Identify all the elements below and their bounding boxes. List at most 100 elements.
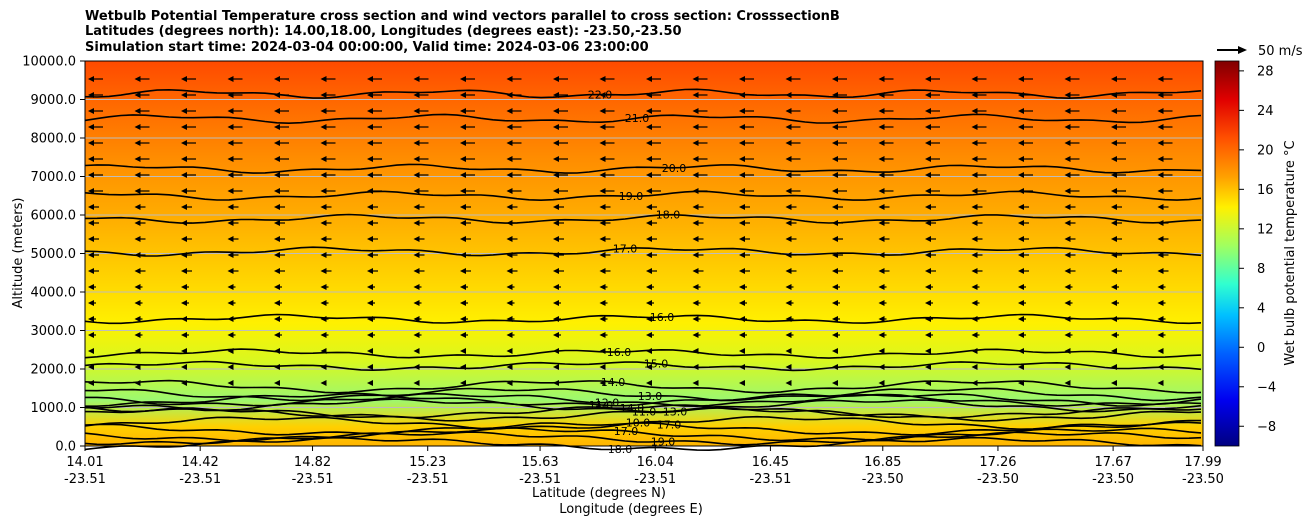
wind-vector-head (320, 300, 327, 306)
wind-vector-head (878, 316, 885, 322)
contour-label: 18.0 (608, 443, 633, 456)
wind-vector-head (506, 316, 513, 322)
wind-vector-head (320, 316, 327, 322)
wind-vector-head (1111, 300, 1117, 306)
wind-vector-head (785, 76, 792, 82)
wind-vector-head (413, 316, 420, 322)
x-tick-label-lat: 16.04 (637, 455, 674, 470)
wind-vector-head (1018, 172, 1024, 178)
wind-vector-head (227, 236, 234, 242)
wind-vector-head (181, 284, 187, 290)
wind-vector-head (553, 108, 559, 114)
wind-vector-head (1064, 300, 1071, 306)
y-tick-label: 8000.0 (31, 132, 77, 147)
wind-vector-head (785, 172, 792, 178)
wind-vector-head (134, 300, 141, 306)
wind-vector-head (88, 124, 94, 130)
wind-vector-head (274, 364, 280, 370)
wind-vector-head (739, 268, 745, 274)
wind-vector-head (925, 124, 931, 130)
wind-vector-head (367, 284, 373, 290)
wind-vector-head (925, 380, 931, 386)
wind-vector-head (1157, 220, 1164, 226)
wind-vector-head (460, 108, 466, 114)
wind-vector-head (320, 236, 327, 242)
wind-vector-head (785, 108, 792, 114)
wind-vector-head (320, 188, 327, 194)
x-tick-label-lat: 14.82 (294, 455, 331, 470)
wind-vector-head (367, 76, 373, 82)
wind-vector-head (413, 348, 420, 354)
contour-label: 10.0 (626, 417, 651, 430)
wind-vector-head (832, 204, 838, 210)
wind-vector-head (227, 220, 234, 226)
wind-vector-head (553, 332, 559, 338)
wind-vector-head (88, 156, 94, 162)
wind-vector-head (88, 188, 94, 194)
contour-line (84, 431, 1202, 446)
wind-vector-head (739, 364, 745, 370)
wind-vector-head (134, 364, 141, 370)
wind-vector-head (460, 316, 466, 322)
wind-vector-head (878, 92, 885, 98)
y-tick-label: 6000.0 (31, 209, 77, 224)
wind-vector-head (367, 172, 373, 178)
contour-label: 17.0 (614, 425, 639, 438)
wind-vector-head (227, 332, 234, 338)
wind-vector-head (785, 332, 792, 338)
x-tick-label-lon: -23.51 (749, 472, 791, 487)
wind-vector-head (1018, 284, 1024, 290)
wind-vector-head (739, 108, 745, 114)
wind-vector-head (878, 172, 885, 178)
wind-vector-head (413, 124, 420, 130)
wind-vector-head (274, 220, 280, 226)
wind-vector-head (646, 188, 652, 194)
wind-vector-head (88, 268, 94, 274)
wind-vector-head (274, 252, 280, 258)
wind-vector-head (646, 236, 652, 242)
x-tick-label-lon: -23.51 (519, 472, 561, 487)
wind-vector-head (227, 252, 234, 258)
wind-vector-head (1018, 252, 1024, 258)
wind-vector-head (367, 252, 373, 258)
wind-vector-head (274, 76, 280, 82)
wind-vector-head (367, 188, 373, 194)
wind-vector-head (971, 76, 978, 82)
wind-vector-head (832, 76, 838, 82)
wind-vector-head (413, 172, 420, 178)
wind-vector-head (692, 108, 699, 114)
x-tick-label-lon: -23.51 (292, 472, 334, 487)
wind-vector-head (181, 92, 187, 98)
wind-vector-head (181, 204, 187, 210)
wind-vector-head (878, 108, 885, 114)
x-tick-label-lon: -23.50 (977, 472, 1019, 487)
wind-vector-head (832, 364, 838, 370)
wind-vector-head (1018, 140, 1024, 146)
wind-vector-head (460, 124, 466, 130)
wind-vector-head (553, 204, 559, 210)
wind-vector-head (274, 268, 280, 274)
wind-vector-head (181, 108, 187, 114)
wind-vector-head (553, 364, 559, 370)
wind-vector-head (971, 284, 978, 290)
wind-vector-head (460, 220, 466, 226)
wind-vector-head (181, 140, 187, 146)
contour-label: 14.0 (601, 376, 626, 389)
y-tick-label: 3000.0 (31, 324, 77, 339)
wind-vector-head (1157, 124, 1164, 130)
wind-vector-head (1111, 172, 1117, 178)
wind-vector-head (367, 204, 373, 210)
y-axis-label: Altitude (meters) (11, 198, 26, 309)
x-tick-label-lat: 17.67 (1095, 455, 1132, 470)
wind-vector-head (134, 156, 141, 162)
wind-vector-head (599, 156, 606, 162)
wind-vector-head (1064, 252, 1071, 258)
wind-vector-head (274, 332, 280, 338)
x-tick-label-lat: 16.85 (864, 455, 901, 470)
wind-vector-head (88, 76, 94, 82)
wind-vector-head (227, 204, 234, 210)
wind-vector-head (1111, 220, 1117, 226)
wind-vector-head (320, 124, 327, 130)
wind-vector-head (1064, 172, 1071, 178)
wind-vector-head (460, 92, 466, 98)
